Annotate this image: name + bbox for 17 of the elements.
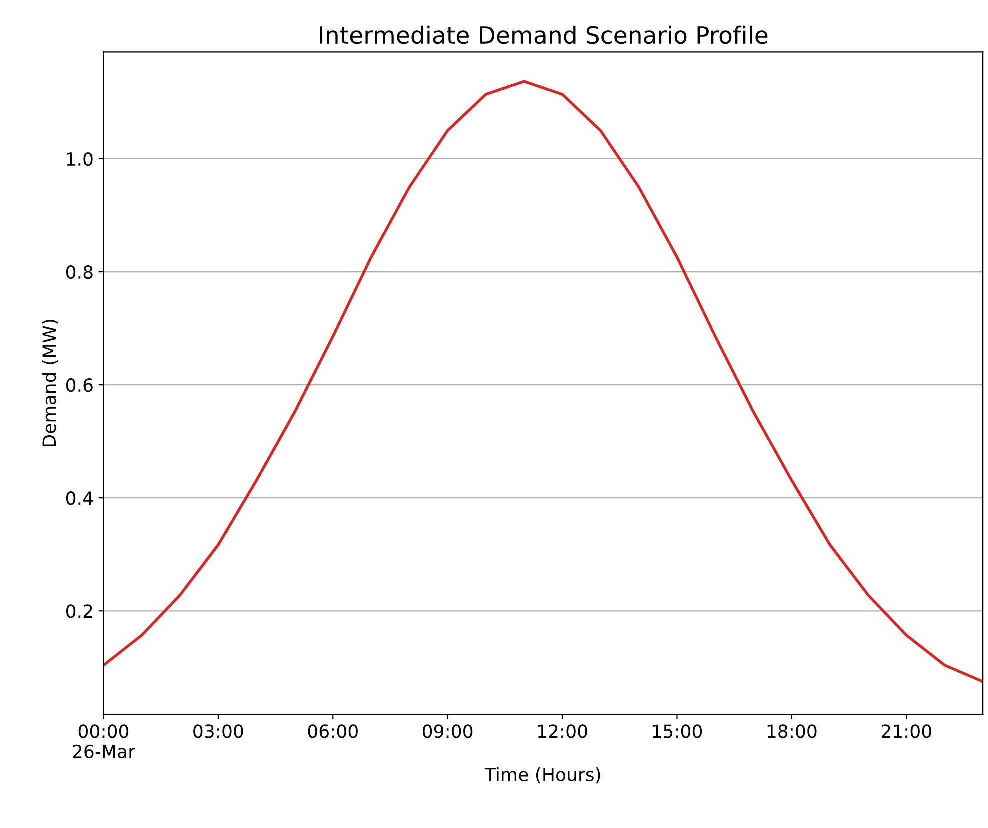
x-tick-label: 15:00	[653, 724, 702, 738]
y-axis-title: Demand (MW)	[42, 320, 58, 447]
x-tick-label: 03:00	[194, 724, 244, 738]
x-tick-label: 18:00	[768, 724, 817, 738]
x-tick-label: 00:00 26-Mar	[73, 724, 136, 758]
y-tick-label: 0.8	[66, 265, 93, 280]
line-series	[104, 80, 984, 684]
x-tick-label: 09:00	[422, 724, 473, 738]
y-tick-label: 0.2	[66, 604, 92, 618]
x-tick-label: 12:00	[538, 724, 588, 738]
y-tick-label: 1.0	[67, 152, 93, 166]
x-axis-title: Time (Hours)	[484, 768, 600, 784]
chart-title: Intermediate Demand Scenario Profile	[320, 26, 768, 44]
y-tick-label: 0.4	[66, 492, 94, 506]
x-tick-label: 06:00	[308, 724, 358, 738]
y-tick-label: 0.6	[66, 378, 93, 392]
x-tick-label: 21:00	[882, 724, 932, 738]
